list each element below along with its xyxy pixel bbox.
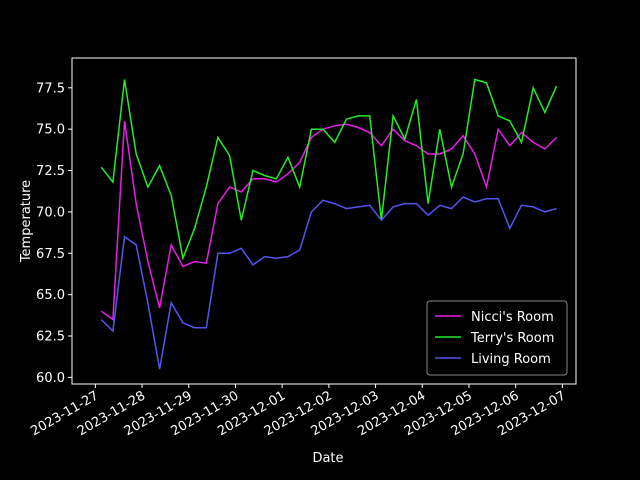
y-tick-label: 62.5 <box>36 330 65 345</box>
series-line <box>100 120 558 321</box>
y-tick-label: 77.5 <box>36 81 65 96</box>
y-tick-label: 60.0 <box>36 371 65 386</box>
legend-label: Nicci's Room <box>471 310 554 325</box>
legend-label: Living Room <box>471 352 551 367</box>
y-axis-label: Temperature <box>19 180 34 263</box>
legend-box <box>426 300 568 376</box>
series-line <box>100 78 558 261</box>
y-tick-label: 70.0 <box>36 205 65 220</box>
x-axis-label: Date <box>312 451 343 466</box>
y-tick-label: 65.0 <box>36 288 65 303</box>
y-tick-label: 67.5 <box>36 247 65 262</box>
plot-frame <box>71 57 577 385</box>
y-tick-label: 75.0 <box>36 123 65 138</box>
legend: Nicci's Room Terry's Room Living Room <box>426 300 568 376</box>
y-tick-label: 72.5 <box>36 164 65 179</box>
series-line <box>100 196 557 370</box>
legend-label: Terry's Room <box>470 331 554 346</box>
